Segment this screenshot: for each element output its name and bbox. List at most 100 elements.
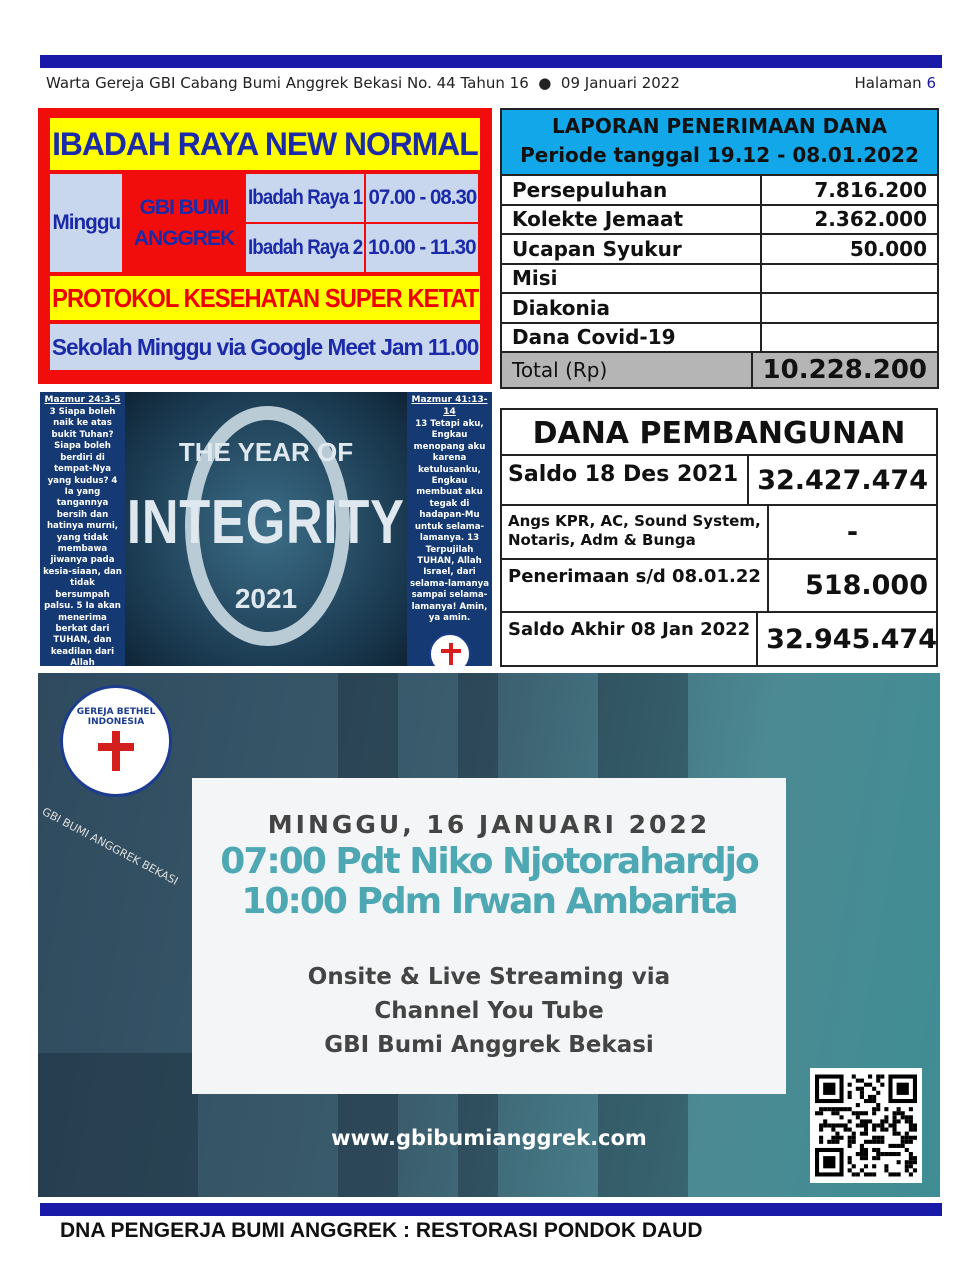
row-value xyxy=(762,324,937,352)
info-line-box: GBI Bumi Anggrek Bekasi xyxy=(204,1028,774,1062)
row-value: 7.816.200 xyxy=(814,177,927,202)
fund-label: Penerimaan s/d 08.01.22 xyxy=(502,560,769,611)
integrity-image: THE YEAR OF INTEGRITY 2021 xyxy=(125,392,407,666)
page-header: Warta Gereja GBI Cabang Bumi Anggrek Bek… xyxy=(46,74,936,92)
protocol-text: PROTOKOL KESEHATAN SUPER KETAT xyxy=(51,283,479,313)
total-label: Total (Rp) xyxy=(502,353,753,387)
fund-row: Saldo Akhir 08 Jan 2022 32.945.474 xyxy=(502,613,937,665)
fund-value: 518.000 xyxy=(805,570,928,601)
footer-text: DNA PENGERJA BUMI ANGGREK : RESTORASI PO… xyxy=(60,1219,703,1242)
total-value: 10.228.200 xyxy=(762,355,927,385)
row-value xyxy=(762,265,937,293)
service-name: Ibadah Raya 2 xyxy=(247,236,363,259)
preacher-1: 07:00 Pdt Niko Njotorahardjo xyxy=(220,842,759,882)
location-cell: GBI BUMI ANGGREK xyxy=(124,174,244,272)
verse-right: Mazmur 41:13-14 13 Tetapi aku, Engkau men… xyxy=(407,392,492,666)
year-text: 2021 xyxy=(234,583,298,614)
qr-code xyxy=(810,1068,922,1183)
preacher-2: 10:00 Pdm Irwan Ambarita xyxy=(241,882,738,922)
service-time: 10.00 - 11.30 xyxy=(368,236,477,259)
website-link[interactable]: www.gbibumianggrek.com xyxy=(331,1126,647,1150)
service-date-box: MINGGU, 16 JANUARI 2022 xyxy=(204,808,774,842)
fund-report-row: Kolekte Jemaat 2.362.000 xyxy=(502,205,937,235)
page-label: Halaman xyxy=(854,74,922,92)
fund-value: - xyxy=(846,516,859,548)
row-label: Kolekte Jemaat xyxy=(502,205,762,233)
service-schedule: IBADAH RAYA NEW NORMAL Minggu Ibadah Ray… xyxy=(38,108,492,384)
schedule-title-box: IBADAH RAYA NEW NORMAL xyxy=(50,118,480,170)
fund-row: Angs KPR, AC, Sound System, Notaris, Adm… xyxy=(502,506,936,560)
service-time: 07.00 - 08.30 xyxy=(368,186,477,209)
schedule-table: Minggu Ibadah Raya 1 07.00 - 08.30 GBI B… xyxy=(50,174,480,272)
row-label: Misi xyxy=(502,264,762,292)
row-label: Persepuluhan xyxy=(502,176,762,204)
integrity-word-box: INTEGRITY xyxy=(125,487,407,559)
fund-row: Penerimaan s/d 08.01.22 518.000 xyxy=(502,560,936,613)
issue-date: 09 Januari 2022 xyxy=(560,74,680,92)
cross-icon xyxy=(98,730,134,771)
year-of-text: THE YEAR OF xyxy=(178,437,354,467)
fund-report-header: LAPORAN PENERIMAAN DANA Periode tanggal … xyxy=(502,110,937,176)
verse-ref: Mazmur 24:3-5 xyxy=(44,395,121,405)
page-number: 6 xyxy=(926,74,936,92)
service-time-cell: 10.00 - 11.30 xyxy=(366,224,478,272)
fund-report-row: Dana Covid-19 xyxy=(502,323,937,353)
info-line-box: Channel You Tube xyxy=(204,994,774,1028)
building-fund-title: DANA PEMBANGUNAN xyxy=(502,410,936,456)
info-line: Onsite & Live Streaming via xyxy=(307,964,671,990)
service-name-cell: Ibadah Raya 2 xyxy=(246,224,364,272)
day-cell: Minggu xyxy=(50,174,122,272)
verse-text: 13 Tetapi aku, Engkau menopang aku karen… xyxy=(409,418,490,624)
protocol-banner: PROTOKOL KESEHATAN SUPER KETAT xyxy=(50,276,480,320)
year-box: 2021 xyxy=(125,582,407,616)
integrity-word: INTEGRITY xyxy=(127,488,405,557)
verse-left: Mazmur 24:3-5 3 Siapa boleh naik ke atas … xyxy=(40,392,125,666)
fund-report-title: LAPORAN PENERIMAAN DANA xyxy=(552,114,887,138)
row-label: Diakonia xyxy=(502,294,762,322)
service-name: Ibadah Raya 1 xyxy=(247,186,363,209)
fund-value: 32.427.474 xyxy=(757,464,928,496)
gbi-logo: GEREJA BETHEL INDONESIA xyxy=(60,685,172,797)
preacher-2-box: 10:00 Pdm Irwan Ambarita xyxy=(204,882,774,922)
row-label: Dana Covid-19 xyxy=(502,323,762,351)
bottom-bar xyxy=(40,1203,942,1216)
logo-text: GEREJA BETHEL INDONESIA xyxy=(76,707,156,727)
row-label: Ucapan Syukur xyxy=(502,235,762,263)
fund-report-period: Periode tanggal 19.12 - 08.01.2022 xyxy=(520,143,919,167)
info-line: Channel You Tube xyxy=(374,998,604,1024)
day-label: Minggu xyxy=(52,211,121,234)
service-time-cell: 07.00 - 08.30 xyxy=(366,174,478,222)
top-bar xyxy=(40,55,942,68)
building-fund-table: DANA PEMBANGUNAN Saldo 18 Des 2021 32.427… xyxy=(500,408,938,667)
fund-label: Saldo 18 Des 2021 xyxy=(502,456,750,504)
preacher-1-box: 07:00 Pdt Niko Njotorahardjo xyxy=(204,842,774,882)
year-of-box: THE YEAR OF xyxy=(125,437,407,467)
fund-label: Angs KPR, AC, Sound System, Notaris, Adm… xyxy=(502,506,769,558)
fund-report-row: Misi xyxy=(502,264,937,294)
fund-report-table: LAPORAN PENERIMAAN DANA Periode tanggal … xyxy=(500,108,939,389)
sunday-school-info: Sekolah Minggu via Google Meet Jam 11.00 xyxy=(50,324,480,370)
fund-value: 32.945.474 xyxy=(766,623,937,655)
schedule-title: IBADAH RAYA NEW NORMAL xyxy=(52,126,479,162)
verse-text: 3 Siapa boleh naik ke atas bukit Tuhan? … xyxy=(43,406,122,666)
service-info-box: MINGGU, 16 JANUARI 2022 07:00 Pdt Niko N… xyxy=(192,778,786,1094)
sunday-school-text: Sekolah Minggu via Google Meet Jam 11.00 xyxy=(51,334,479,360)
fund-row: Saldo 18 Des 2021 32.427.474 xyxy=(502,456,936,506)
info-line: GBI Bumi Anggrek Bekasi xyxy=(324,1032,654,1058)
info-line-box: Onsite & Live Streaming via xyxy=(204,960,774,994)
bullet: ● xyxy=(538,74,552,92)
fund-label: Saldo Akhir 08 Jan 2022 xyxy=(502,613,759,665)
row-value xyxy=(762,294,937,322)
integrity-graphic: Mazmur 24:3-5 3 Siapa boleh naik ke atas … xyxy=(40,392,492,666)
verse-ref: Mazmur 41:13-14 xyxy=(411,395,488,417)
row-value: 2.362.000 xyxy=(814,207,927,232)
gbi-logo-icon xyxy=(428,632,471,666)
row-value: 50.000 xyxy=(849,236,927,261)
fund-report-row: Diakonia xyxy=(502,294,937,324)
total-row: Total (Rp) 10.228.200 xyxy=(502,353,937,387)
fund-report-row: Persepuluhan 7.816.200 xyxy=(502,176,937,206)
service-name-cell: Ibadah Raya 1 xyxy=(246,174,364,222)
service-banner: GEREJA BETHEL INDONESIA GBI BUMI ANGGREK… xyxy=(38,673,940,1197)
service-date: MINGGU, 16 JANUARI 2022 xyxy=(267,810,711,839)
logo-subtitle: GBI BUMI ANGGREK BEKASI xyxy=(39,805,181,888)
